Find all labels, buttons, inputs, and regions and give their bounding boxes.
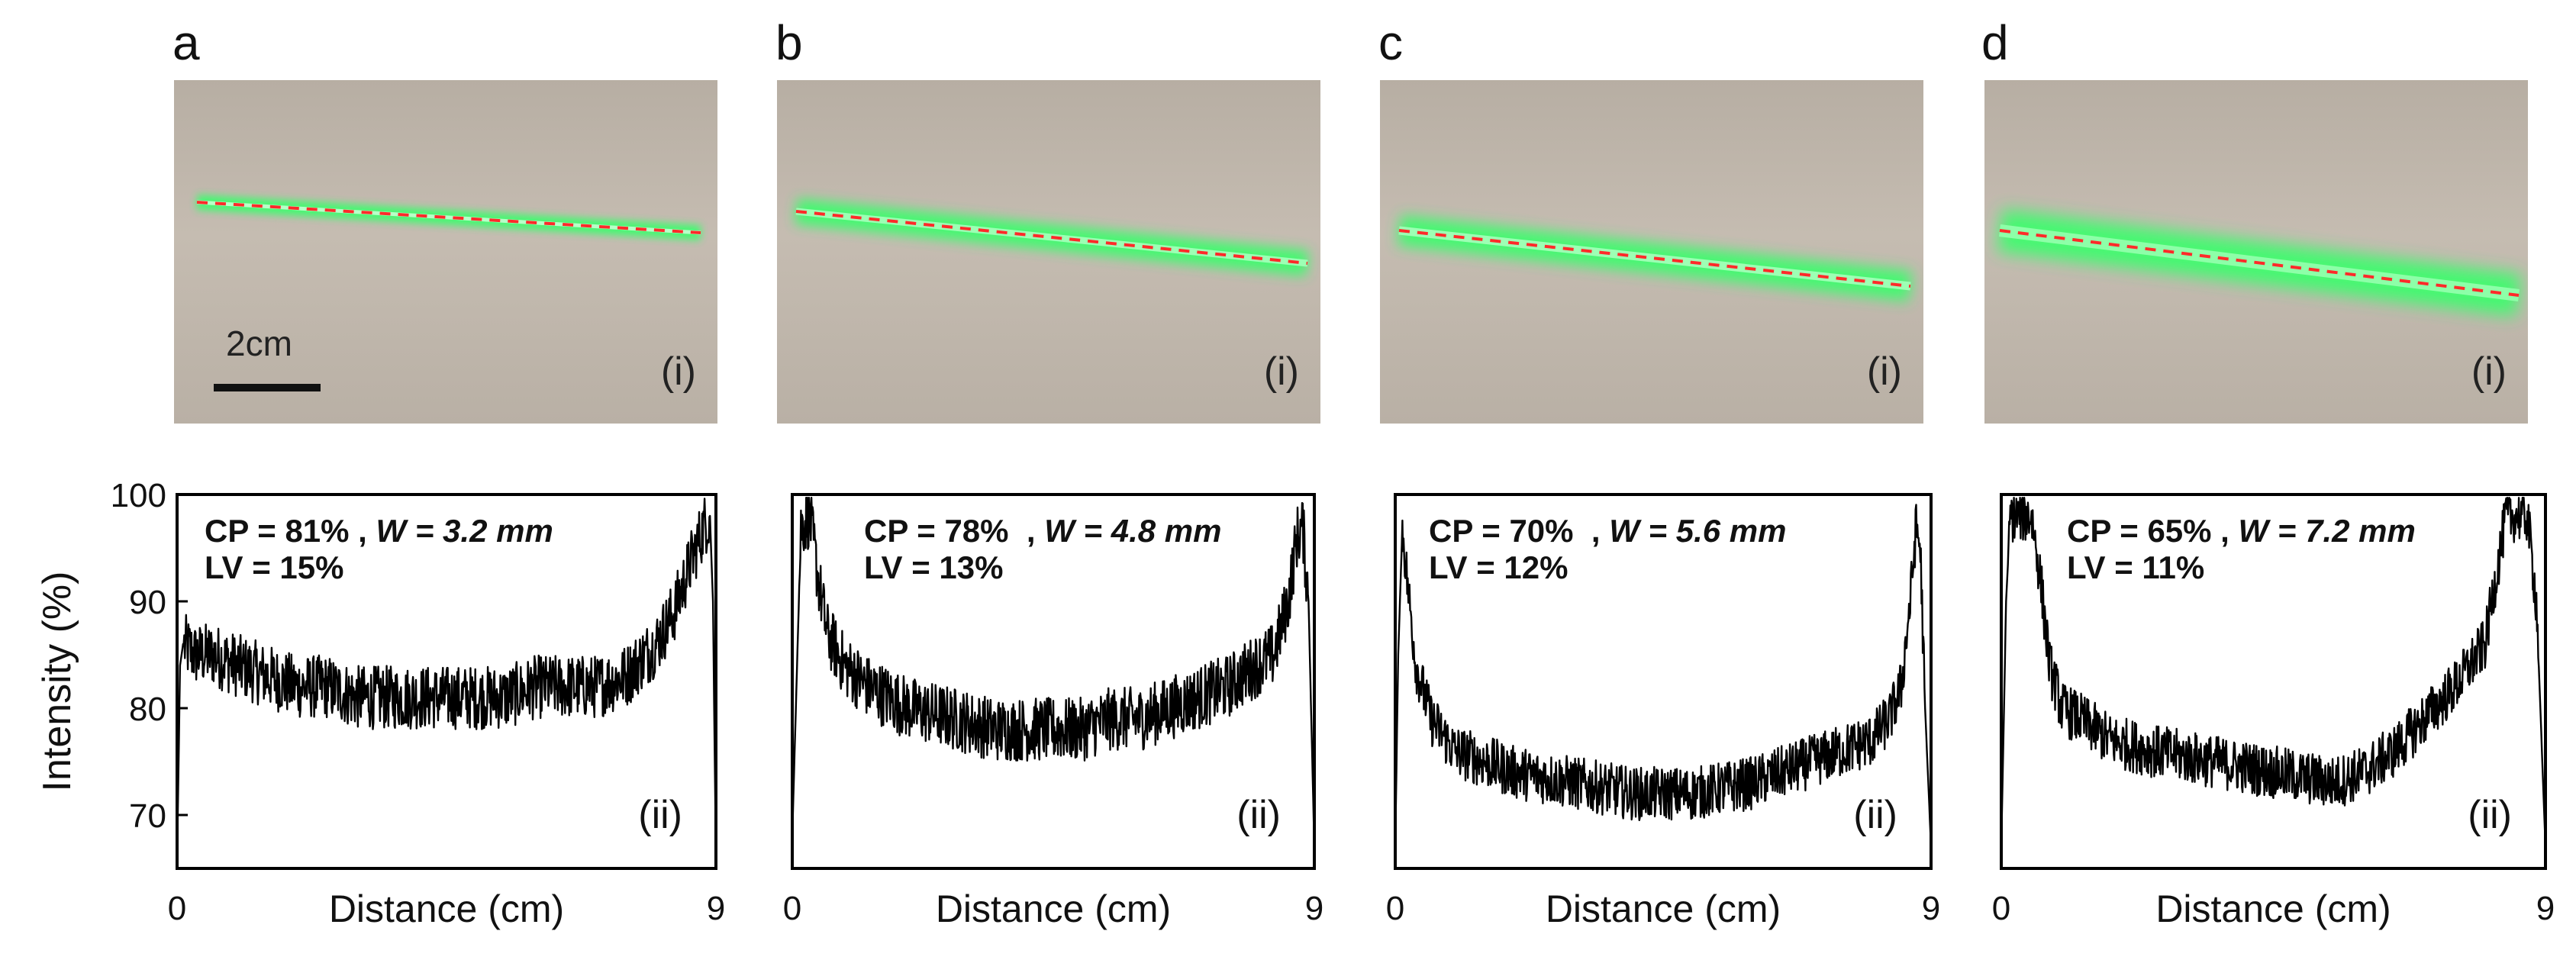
y-tick-label-0: 70 xyxy=(129,797,166,835)
separator-b: , xyxy=(1008,513,1045,549)
plot-label-a: (ii) xyxy=(638,793,682,837)
cp-value-d: CP = 65% xyxy=(2067,513,2212,549)
lv-value-b: LV = 13% xyxy=(864,549,1004,586)
annotation-c: CP = 70% , W = 5.6 mm LV = 12% xyxy=(1429,513,1786,587)
width-value-a: W = 3.2 mm xyxy=(376,513,553,549)
y-tick-label-2: 90 xyxy=(129,584,166,621)
laser-photo-c: (i) xyxy=(1380,80,1923,424)
plot-frame-d xyxy=(2000,493,2547,870)
panel-letter-c: c xyxy=(1378,15,1403,70)
panel-letter-b: b xyxy=(775,15,803,70)
plot-label-b: (ii) xyxy=(1236,793,1281,837)
cp-value-a: CP = 81% xyxy=(205,513,350,549)
lv-value-c: LV = 12% xyxy=(1429,549,1568,586)
intensity-trace-d xyxy=(2000,497,2547,848)
width-value-c: W = 5.6 mm xyxy=(1609,513,1787,549)
plot-frame-a xyxy=(176,493,717,870)
width-value-d: W = 7.2 mm xyxy=(2238,513,2416,549)
y-tick-label-1: 80 xyxy=(129,691,166,728)
photo-label-c: (i) xyxy=(1866,350,1902,394)
x-tick-label-c-0: 0 xyxy=(1386,890,1404,927)
x-axis-label-d: Distance (cm) xyxy=(2155,888,2391,930)
cp-value-b: CP = 78% xyxy=(864,513,1009,549)
intensity-trace-b xyxy=(791,497,1316,848)
x-axis-label-b: Distance (cm) xyxy=(936,888,1171,930)
separator-d: , xyxy=(2211,513,2239,549)
x-axis-label-c: Distance (cm) xyxy=(1546,888,1781,930)
laser-line-b xyxy=(795,198,1309,276)
intensity-trace-a xyxy=(176,498,717,859)
photo-label-b: (i) xyxy=(1263,350,1299,394)
separator-c: , xyxy=(1573,513,1610,549)
separator-a: , xyxy=(349,513,376,549)
lv-value-d: LV = 11% xyxy=(2067,549,2205,586)
laser-photo-d: (i) xyxy=(1984,80,2528,424)
plot-frame-b xyxy=(791,493,1316,870)
width-value-b: W = 4.8 mm xyxy=(1044,513,1222,549)
laser-photo-a: 2cm (i) xyxy=(174,80,717,424)
x-tick-label-a-0: 0 xyxy=(168,890,186,927)
plot-frame-c xyxy=(1394,493,1933,870)
x-tick-label-d-1: 9 xyxy=(2536,890,2555,927)
annotation-d: CP = 65% , W = 7.2 mm LV = 11% xyxy=(2067,513,2416,587)
laser-line-c xyxy=(1397,215,1913,301)
x-tick-label-a-1: 9 xyxy=(707,890,725,927)
lv-value-a: LV = 15% xyxy=(205,549,344,586)
plot-label-c: (ii) xyxy=(1853,793,1897,837)
laser-line-a xyxy=(196,195,701,240)
photo-label-a: (i) xyxy=(660,350,696,394)
annotation-a: CP = 81% , W = 3.2 mm LV = 15% xyxy=(205,513,553,587)
plot-label-d: (ii) xyxy=(2468,793,2512,837)
x-axis-label-a: Distance (cm) xyxy=(329,888,564,930)
cp-value-c: CP = 70% xyxy=(1429,513,1574,549)
x-tick-label-b-0: 0 xyxy=(783,890,801,927)
panel-letter-a: a xyxy=(172,15,200,70)
panel-letter-d: d xyxy=(1981,15,2009,70)
x-tick-label-d-0: 0 xyxy=(1992,890,2010,927)
annotation-b: CP = 78% , W = 4.8 mm LV = 13% xyxy=(864,513,1221,587)
intensity-trace-c xyxy=(1394,504,1933,848)
scale-bar-label: 2cm xyxy=(226,324,292,363)
scale-bar xyxy=(214,384,321,391)
y-tick-label-3: 100 xyxy=(111,477,166,514)
laser-line-d xyxy=(1997,209,2522,317)
laser-photo-b: (i) xyxy=(777,80,1320,424)
y-axis-label: Intensity (%) xyxy=(35,572,79,792)
photo-label-d: (i) xyxy=(2471,350,2507,394)
x-tick-label-b-1: 9 xyxy=(1305,890,1323,927)
x-tick-label-c-1: 9 xyxy=(1922,890,1940,927)
